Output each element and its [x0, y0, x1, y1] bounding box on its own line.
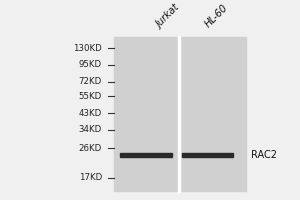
Text: RAC2: RAC2	[250, 150, 277, 160]
Text: 55KD: 55KD	[79, 92, 102, 101]
Text: 95KD: 95KD	[79, 60, 102, 69]
Bar	[120, 153, 172, 157]
Bar	[182, 153, 232, 157]
Text: 34KD: 34KD	[79, 125, 102, 134]
Text: HL-60: HL-60	[203, 3, 230, 30]
Text: 43KD: 43KD	[79, 109, 102, 118]
Text: 130KD: 130KD	[73, 44, 102, 53]
Text: 26KD: 26KD	[79, 144, 102, 153]
Text: 17KD: 17KD	[79, 173, 102, 182]
Text: 72KD: 72KD	[79, 77, 102, 86]
Bar	[114, 37, 246, 191]
Text: Jurkat: Jurkat	[155, 2, 182, 30]
